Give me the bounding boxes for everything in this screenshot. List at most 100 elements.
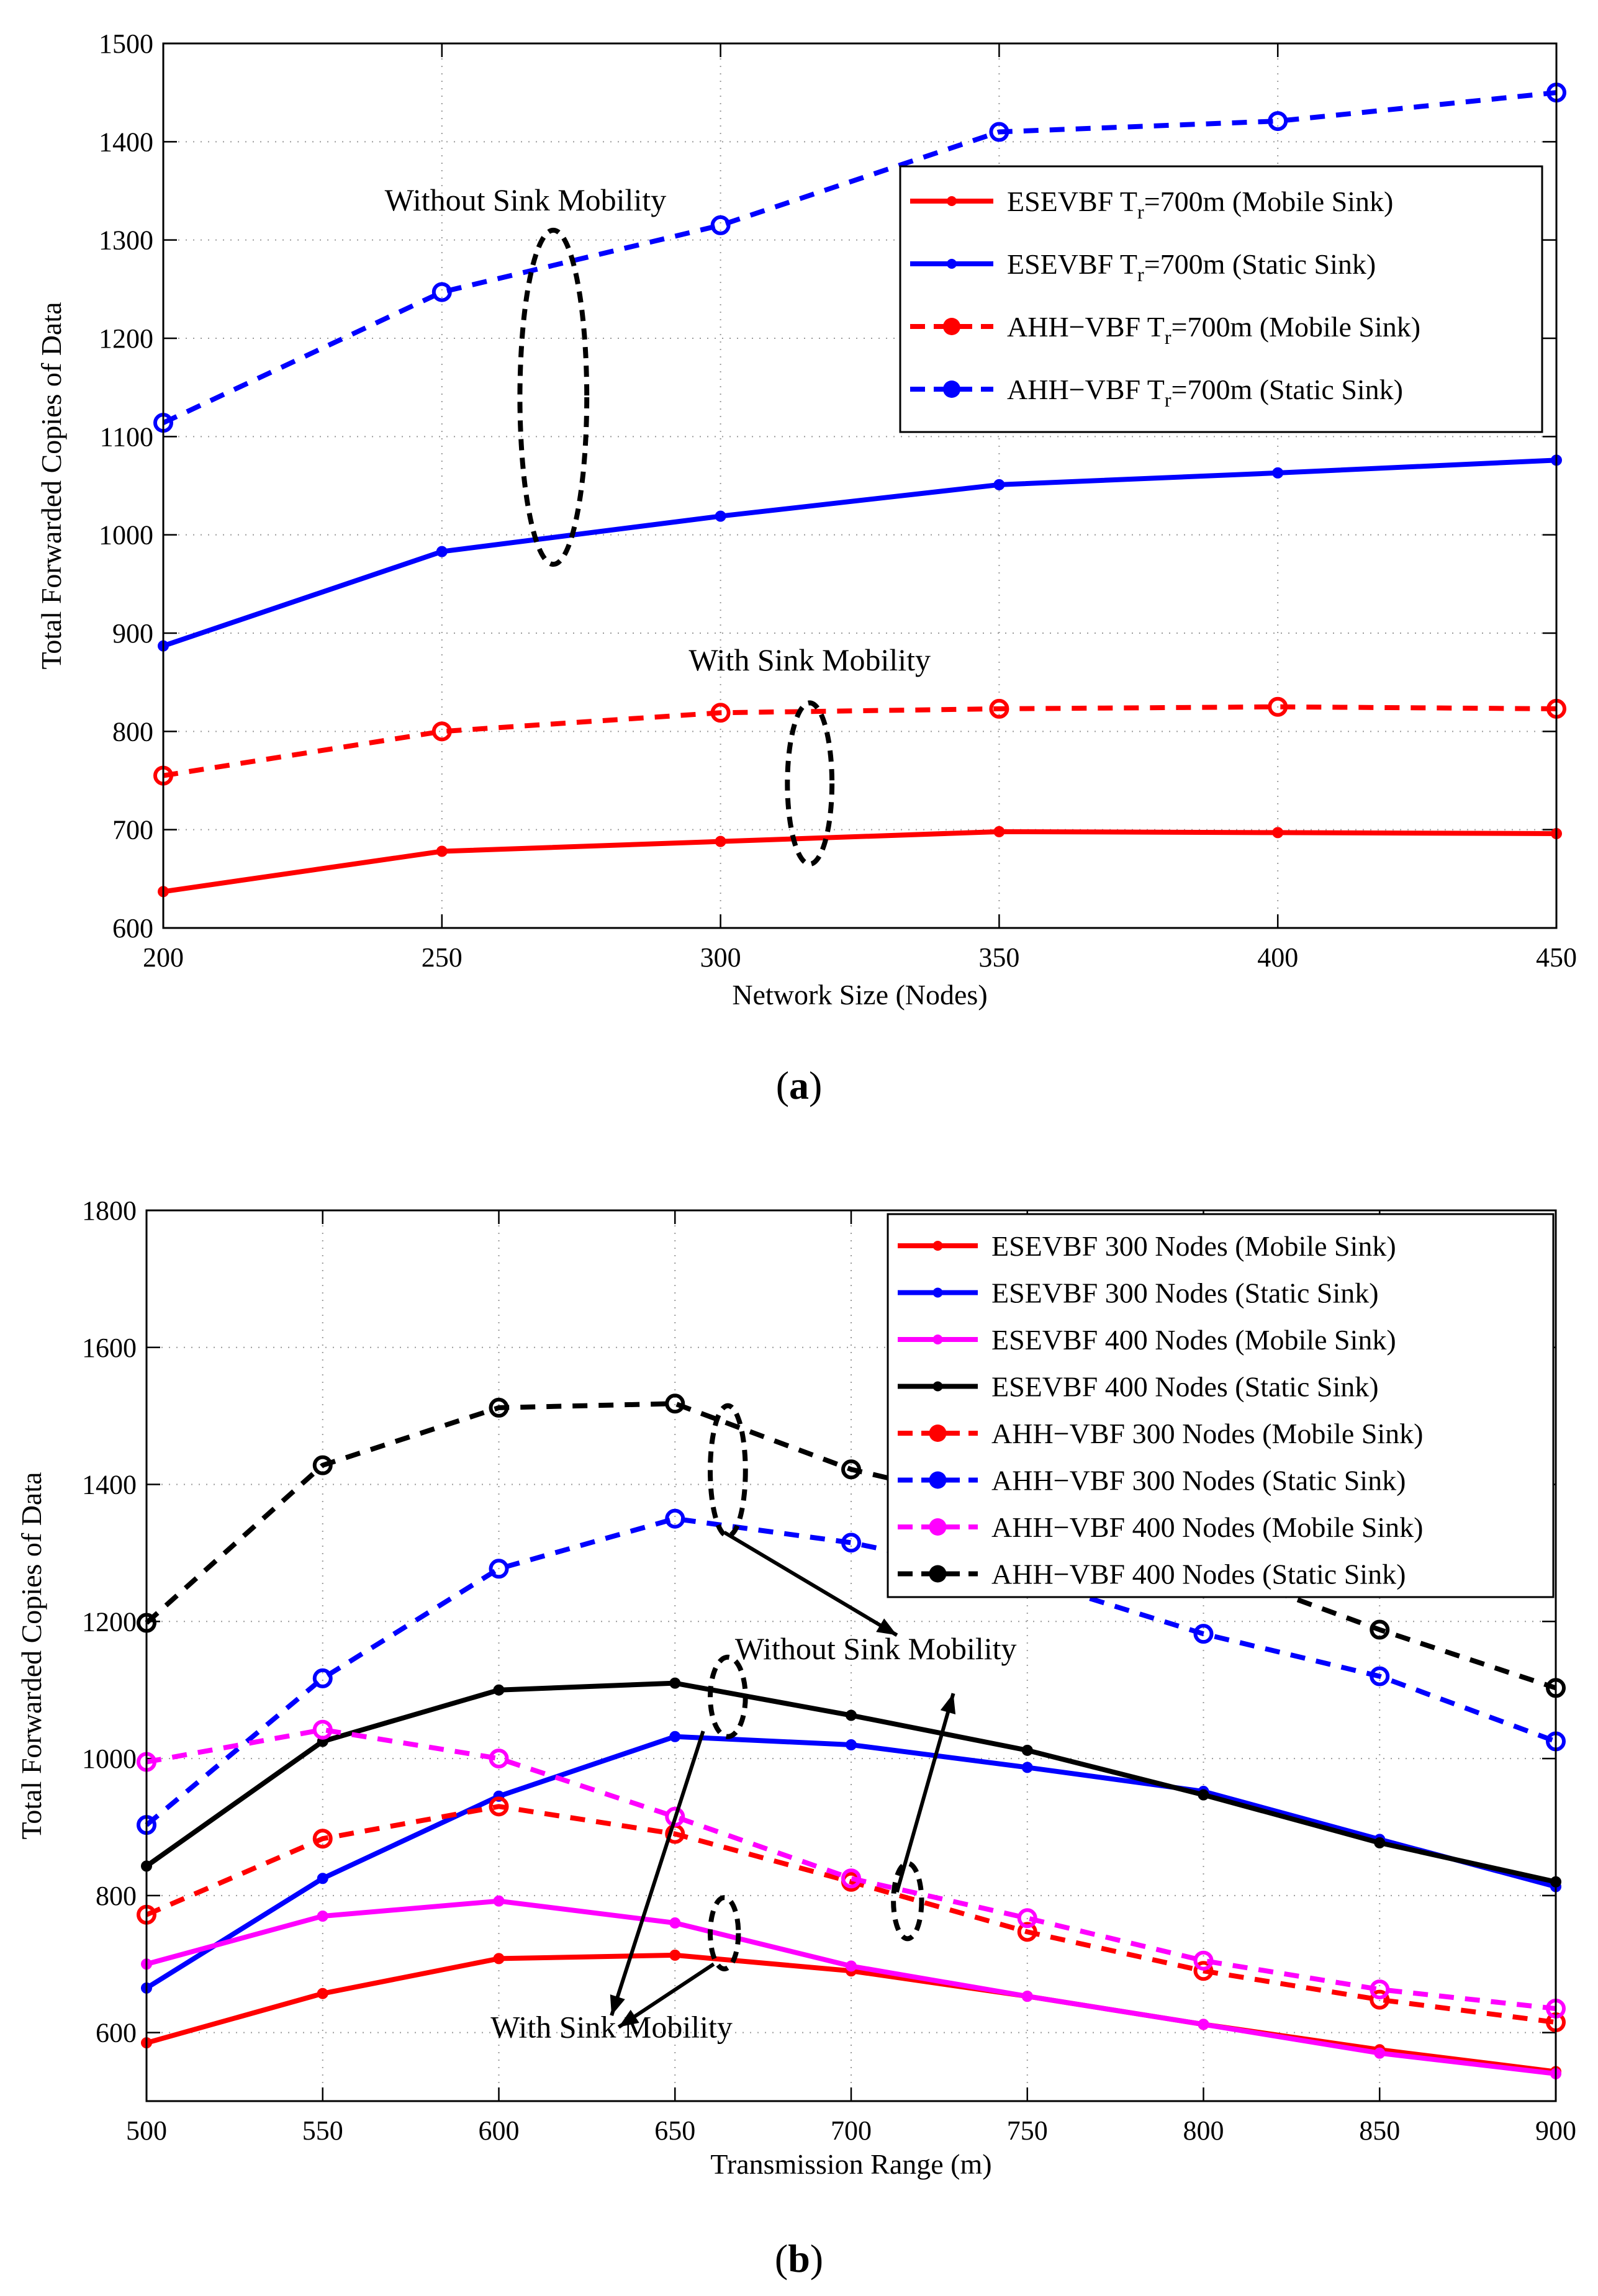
series-line-5 [145,1804,1556,2025]
data-point [993,479,1005,490]
legend-box [887,1213,1555,1598]
data-point [1198,1789,1209,1801]
data-point [841,1868,861,1889]
data-point [1370,1619,1390,1640]
data-point [489,1796,509,1817]
data-point [665,1806,685,1827]
annotation-text: Without Sink Mobility [385,182,667,217]
data-point [431,721,452,742]
data-point [317,1988,328,1999]
x-tick-label: 750 [1007,2115,1048,2146]
legend-marker [929,1425,947,1442]
legend-label: AHH−VBF 400 Nodes (Mobile Sink) [991,1511,1424,1543]
data-point [669,1731,681,1742]
x-axis-label: Network Size (Nodes) [732,979,987,1011]
y-tick-label: 1600 [82,1333,137,1363]
series-line-6 [145,1516,1557,1827]
legend-marker [943,380,960,398]
series-line-4 [162,90,1557,425]
annotation-text: Without Sink Mobility [735,1631,1017,1666]
y-tick-label: 1100 [100,421,153,452]
panel-caption: (b) [775,2236,823,2280]
x-axis-label: Transmission Range (m) [710,2148,991,2180]
legend-marker [929,1565,947,1583]
data-point [436,546,448,557]
legend-label: AHH−VBF 400 Nodes (Static Sink) [991,1559,1406,1590]
legend-marker [932,1241,943,1251]
annotation-ellipse [891,1860,924,1942]
annotation-ellipse [517,227,590,567]
data-point [665,1508,685,1529]
legend-marker [947,259,957,269]
data-point [715,510,726,522]
annotation-arrowhead [610,1994,625,2016]
data-point [317,1873,328,1884]
panel-caption: (a) [776,1063,823,1107]
data-point [436,845,448,857]
annotation-ellipse [708,1403,748,1539]
data-point [317,1910,328,1922]
annotation-arrowhead [940,1693,956,1715]
data-point [312,1455,333,1475]
data-point [665,1393,685,1414]
annotation-arrowhead [876,1618,897,1636]
legend-label: AHH−VBF 300 Nodes (Static Sink) [991,1465,1406,1497]
legend-marker [932,1335,943,1344]
x-tick-label: 600 [479,2115,520,2146]
series-line-3 [163,704,1557,778]
data-point [715,835,726,847]
y-tick-label: 1400 [99,127,153,157]
legend-marker [947,196,957,206]
data-point [1272,467,1284,479]
legend-marker [932,1381,943,1392]
x-tick-label: 500 [126,2115,167,2146]
series-line-7 [146,1727,1556,2011]
x-tick-label: 350 [978,942,1019,973]
legend-label: ESEVBF 300 Nodes (Mobile Sink) [991,1230,1396,1262]
data-point [1021,1744,1033,1756]
annotation-arrow [723,1531,898,1637]
data-point [846,1960,857,1972]
x-tick-label: 700 [831,2115,872,2146]
x-tick-label: 650 [654,2115,695,2146]
data-point [489,1559,509,1579]
chart-panel-b: 500 550 600 650 700 750 800 850 900 600 800 1000 120… [16,1195,1576,2280]
x-tick-label: 200 [143,942,184,973]
data-point [312,1829,333,1849]
y-tick-label: 1000 [82,1744,137,1774]
y-tick-label: 700 [112,815,153,845]
x-tick-label: 850 [1359,2115,1400,2146]
data-point [312,1719,333,1740]
data-point [993,826,1005,837]
data-point [846,1709,857,1721]
y-tick-label: 1800 [82,1195,137,1226]
x-tick-label: 300 [700,942,741,973]
data-point [1021,1991,1033,2002]
series-line-1 [163,829,1557,894]
y-tick-label: 1500 [99,29,153,59]
annotation-ellipse [708,1895,741,1971]
data-point [1193,1950,1214,1971]
x-tick-label: 450 [1536,942,1577,973]
y-tick-label: 1200 [99,323,153,354]
data-point [1017,1908,1037,1929]
x-tick-label: 800 [1183,2115,1224,2146]
annotation-text: With Sink Mobility [490,2009,733,2044]
y-tick-label: 1000 [99,520,153,551]
data-point [1268,696,1288,717]
y-tick-label: 1400 [82,1470,137,1500]
y-tick-label: 900 [112,618,153,649]
x-tick-label: 900 [1535,2115,1576,2146]
legend-label: ESEVBF 400 Nodes (Static Sink) [991,1371,1379,1403]
data-point [1370,1979,1390,2000]
legend-marker [943,318,960,335]
data-point [1198,2019,1209,2030]
data-point [493,1953,505,1965]
y-axis-label: Total Forwarded Copies of Data [35,302,67,669]
legend-label: ESEVBF 300 Nodes (Static Sink) [991,1277,1379,1309]
series-line-2 [162,457,1557,649]
data-point [710,215,731,235]
data-point [1193,1624,1214,1644]
annotation-arrowhead [618,2009,639,2027]
